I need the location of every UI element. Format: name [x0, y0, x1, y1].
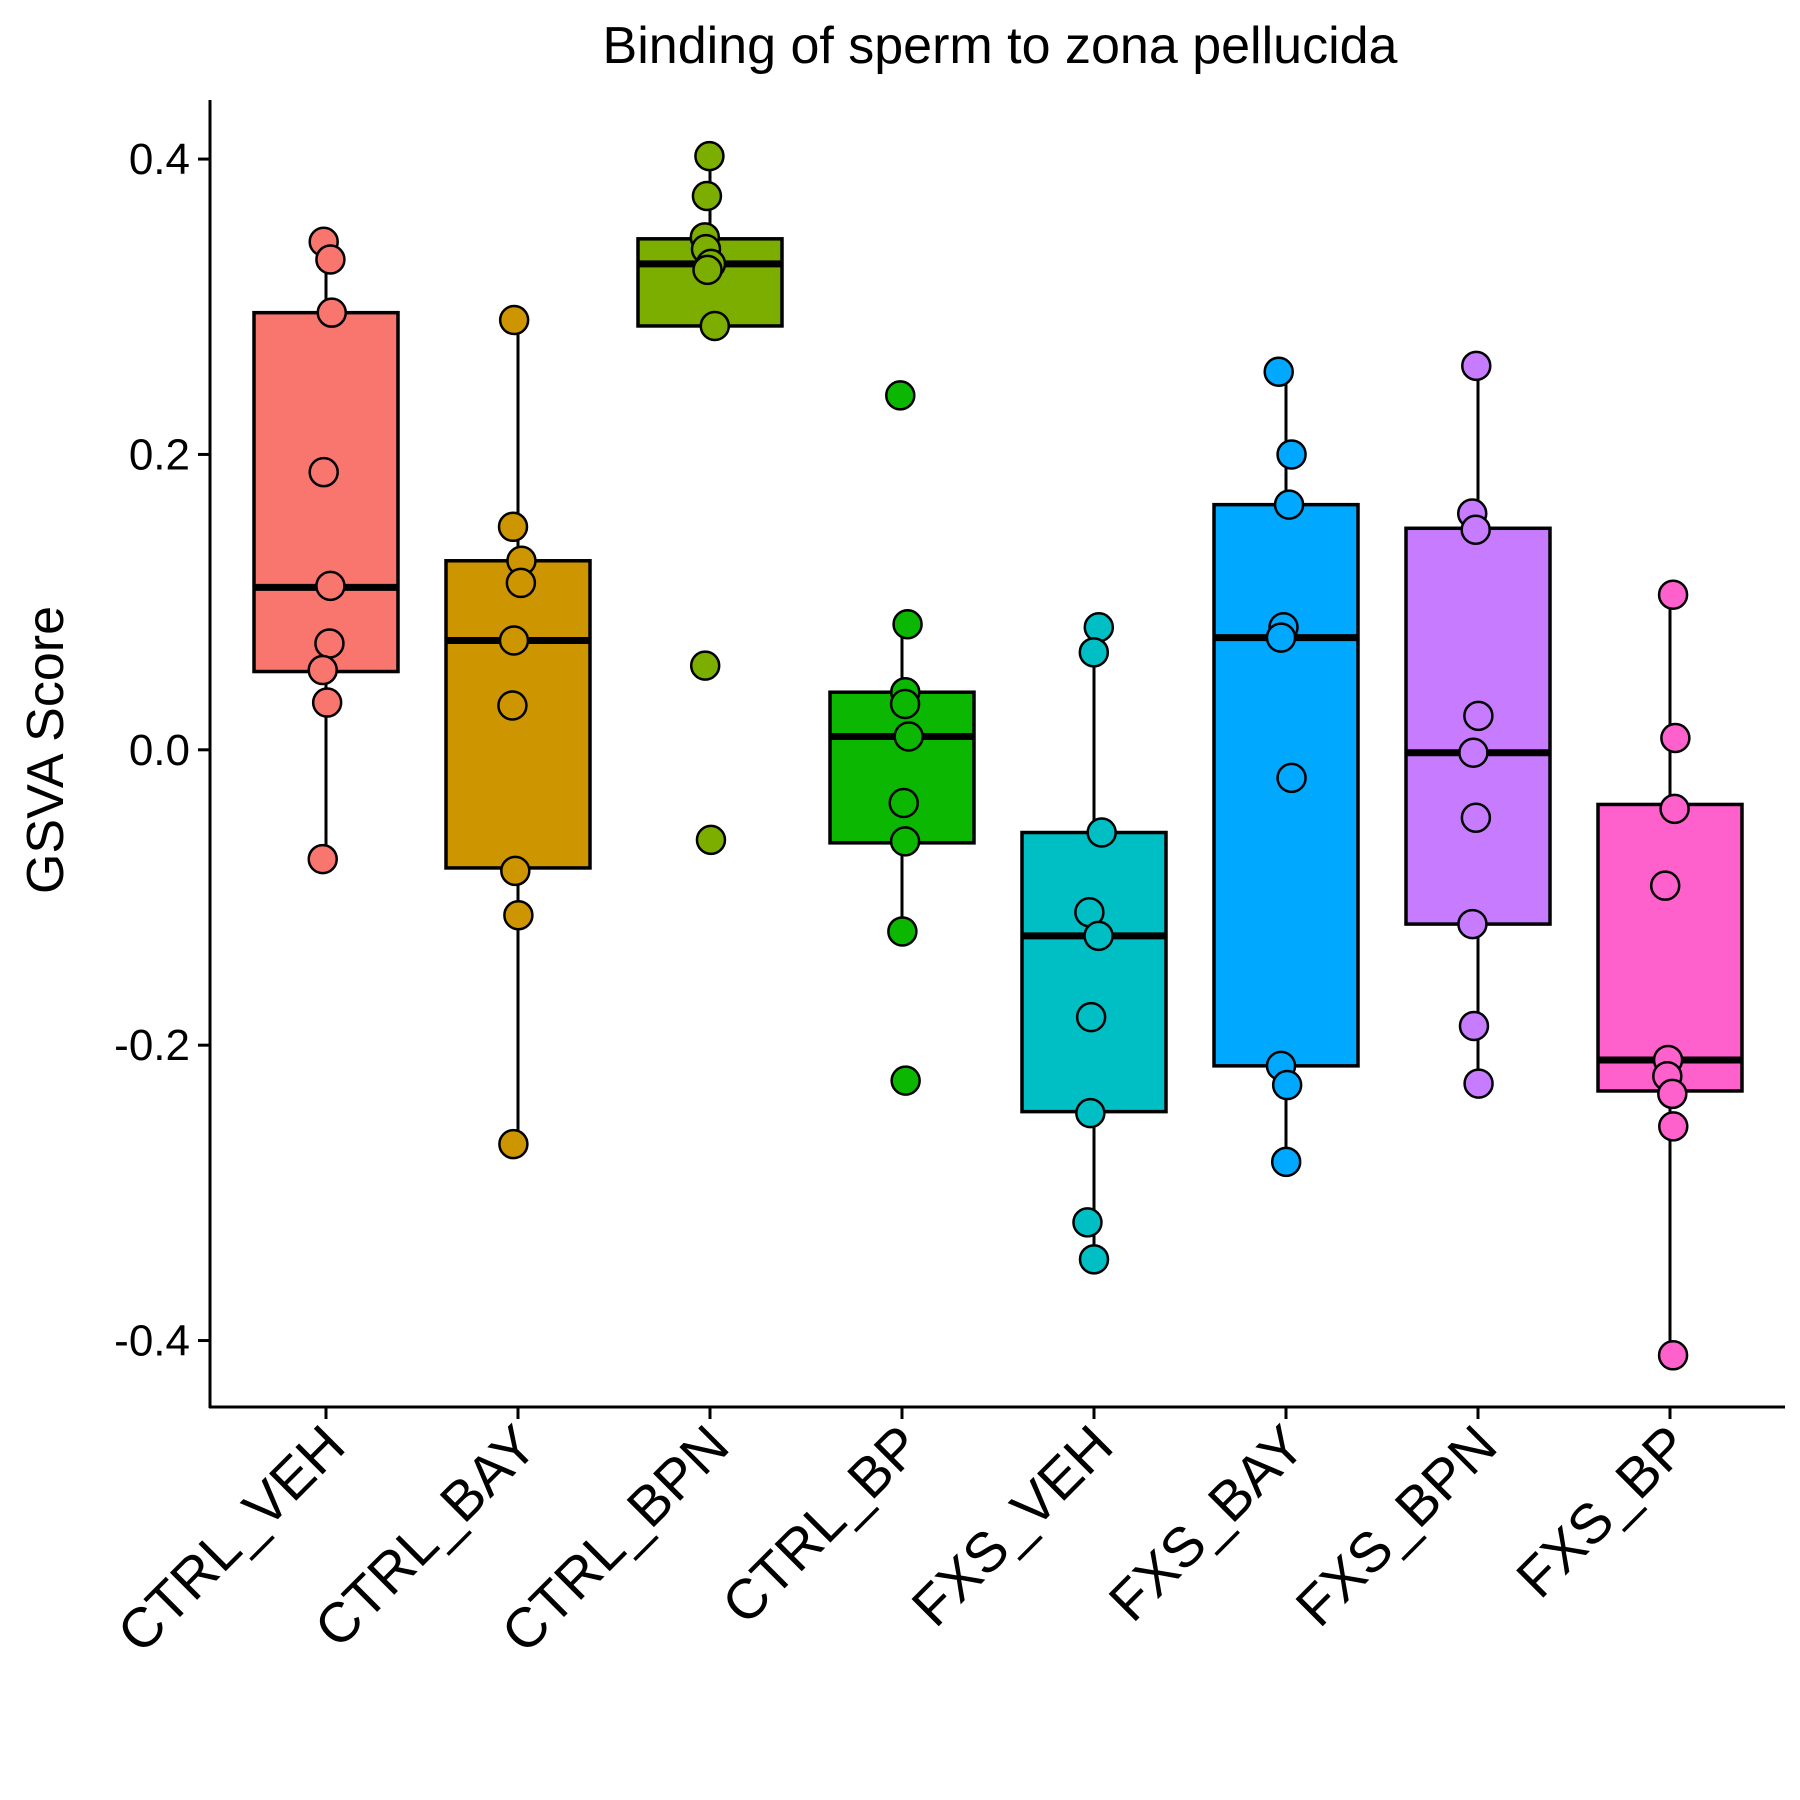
data-point [1461, 350, 1492, 382]
data-point [1083, 611, 1115, 643]
box-iqr [252, 310, 400, 674]
data-point [316, 297, 348, 328]
box-group-fxs-bay [1212, 356, 1360, 1178]
data-point [1078, 637, 1110, 668]
data-point [888, 787, 919, 819]
box-group-fxs-bpn [1404, 350, 1552, 1099]
data-point [497, 511, 529, 543]
y-tick-label: -0.2 [114, 1021, 190, 1070]
data-point [1457, 908, 1488, 940]
data-point [1072, 1207, 1103, 1238]
data-point [1460, 514, 1491, 546]
data-point [1270, 1146, 1302, 1178]
data-point [311, 687, 343, 718]
data-point [307, 654, 338, 686]
data-point [1463, 700, 1494, 732]
data-point [1458, 737, 1489, 769]
y-tick-label: 0.0 [129, 726, 190, 775]
data-point [889, 688, 921, 720]
data-point [893, 721, 924, 752]
y-tick-label: 0.4 [129, 135, 190, 184]
data-point [1463, 1068, 1494, 1099]
data-point [498, 1128, 529, 1160]
data-point [889, 826, 921, 857]
plot-area [252, 140, 1744, 1371]
data-point [1276, 762, 1307, 794]
data-point [1458, 1010, 1490, 1042]
y-tick-label: -0.4 [114, 1317, 190, 1366]
data-point [1271, 1069, 1303, 1101]
data-point [689, 650, 721, 681]
box-group-ctrl-bay [444, 304, 592, 1160]
data-point [1273, 489, 1305, 520]
data-point [1657, 1340, 1689, 1371]
x-axis: CTRL_VEHCTRL_BAYCTRL_BPNCTRL_BPFXS_VEHFX… [105, 1407, 1700, 1664]
data-point [505, 567, 537, 599]
data-point [1265, 622, 1297, 653]
box-group-fxs-bp [1596, 579, 1744, 1371]
box-iqr [1596, 802, 1744, 1093]
y-axis-title: GSVA Score [17, 606, 75, 894]
data-point [1075, 1001, 1107, 1033]
data-point [1276, 439, 1307, 470]
x-tick-label: CTRL_BP [710, 1413, 933, 1636]
data-point [315, 244, 346, 275]
x-tick-label: FXS_BAY [1097, 1413, 1317, 1633]
data-point [692, 254, 723, 286]
data-point [1086, 817, 1117, 848]
y-tick-label: 0.2 [129, 430, 190, 479]
data-point [695, 824, 727, 856]
data-point [892, 609, 923, 640]
data-point [1657, 579, 1689, 610]
y-axis: -0.4 -0.2 0.0 0.2 0.4 [114, 135, 210, 1366]
data-point [694, 140, 725, 172]
box-group-ctrl-bpn [636, 140, 784, 856]
data-point [890, 1065, 921, 1096]
data-point [307, 843, 338, 875]
data-point [691, 180, 723, 212]
data-point [1657, 1078, 1688, 1110]
chart-title: Binding of sperm to zona pellucida [603, 17, 1398, 75]
box-iqr [1020, 830, 1168, 1114]
data-point [497, 690, 528, 721]
data-point [315, 570, 346, 602]
data-point [1660, 722, 1691, 754]
data-point [314, 628, 345, 659]
data-point [887, 916, 918, 947]
box-group-ctrl-veh [252, 226, 400, 875]
data-point [1083, 920, 1114, 952]
data-point [1078, 1244, 1110, 1275]
data-point [498, 304, 530, 336]
data-point [885, 380, 916, 411]
data-point [500, 855, 531, 887]
data-point [1263, 356, 1294, 387]
x-tick-label: FXS_BPN [1283, 1413, 1508, 1638]
data-point [1460, 802, 1492, 833]
data-point [1658, 1111, 1689, 1142]
data-point [1075, 1097, 1106, 1129]
x-tick-label: FXS_VEH [899, 1413, 1124, 1638]
x-tick-label: FXS_BP [1504, 1413, 1700, 1609]
data-point [1649, 870, 1681, 901]
data-point [498, 625, 530, 656]
box-group-ctrl-bp [828, 380, 976, 1096]
data-point [699, 310, 731, 342]
data-point [308, 456, 339, 488]
data-point [1659, 793, 1690, 825]
data-point [503, 899, 534, 931]
box-group-fxs-veh [1020, 611, 1168, 1275]
